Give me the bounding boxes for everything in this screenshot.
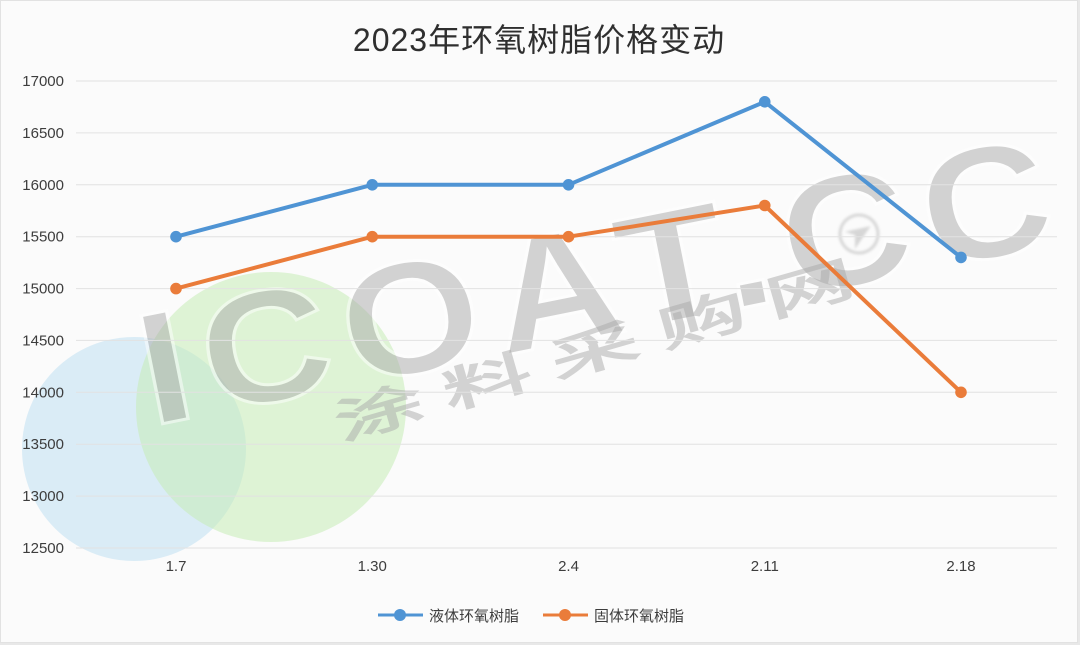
svg-text:12500: 12500 bbox=[22, 540, 64, 557]
svg-text:15000: 15000 bbox=[22, 281, 64, 298]
svg-text:2.11: 2.11 bbox=[751, 558, 779, 575]
svg-text:ICOAT.CC: ICOAT.CC bbox=[123, 100, 1078, 460]
svg-text:2.18: 2.18 bbox=[946, 558, 975, 575]
svg-text:固体环氧树脂: 固体环氧树脂 bbox=[594, 608, 684, 625]
svg-text:液体环氧树脂: 液体环氧树脂 bbox=[429, 608, 519, 625]
svg-text:1.30: 1.30 bbox=[358, 558, 387, 575]
svg-text:15500: 15500 bbox=[22, 229, 64, 246]
svg-text:16000: 16000 bbox=[22, 177, 64, 194]
svg-text:17000: 17000 bbox=[22, 73, 64, 90]
svg-text:16500: 16500 bbox=[22, 125, 64, 142]
svg-text:13000: 13000 bbox=[22, 488, 64, 505]
svg-text:14500: 14500 bbox=[22, 332, 64, 349]
svg-text:1.7: 1.7 bbox=[166, 558, 187, 575]
svg-text:2.4: 2.4 bbox=[558, 558, 579, 575]
svg-text:14000: 14000 bbox=[22, 384, 64, 401]
svg-text:13500: 13500 bbox=[22, 436, 64, 453]
